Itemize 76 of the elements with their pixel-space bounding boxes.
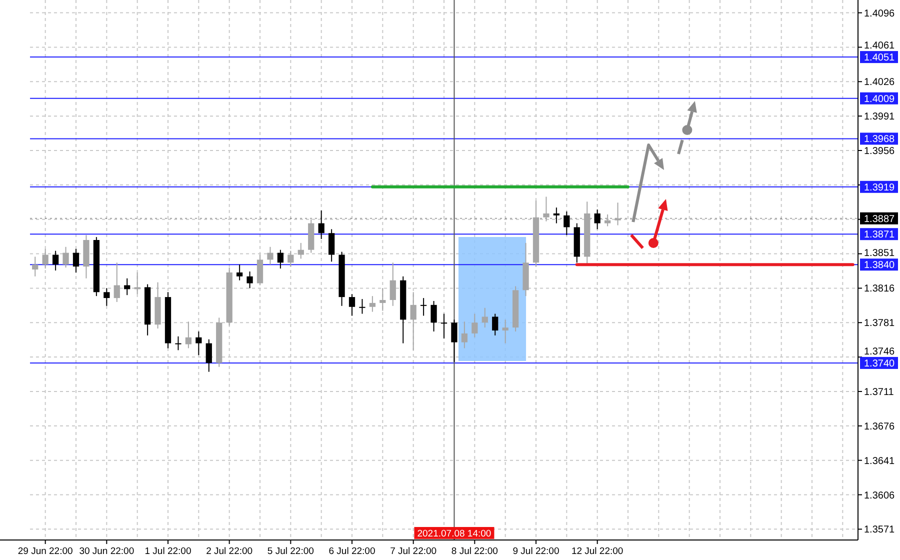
y-tick-label: 1.3956 [864,146,896,158]
candlestick [461,321,468,349]
y-tick-label: 1.3781 [864,318,896,330]
y-tick-label: 1.4026 [864,77,896,88]
candlestick [104,288,110,306]
y-tick-label: 1.3676 [864,421,896,432]
ref-line-label: 1.3887 [864,214,896,225]
candlestick [32,256,38,277]
candlestick [420,298,427,316]
candlestick [52,250,59,271]
x-tick-label: 8 Jul 22:00 [451,546,498,557]
candlestick [288,250,294,268]
candlestick [390,262,396,306]
ref-line-label: 1.4051 [864,52,896,64]
candlestick [440,313,448,339]
x-tick-label: 30 Jun 22:00 [79,546,134,557]
candlestick [72,248,80,273]
ref-line-label: 1.3919 [864,182,896,194]
candlestick [298,242,304,260]
x-tick-label: 2021.07.08 14:00 [417,528,492,540]
ref-line-label: 1.3740 [864,358,896,370]
candlestick [267,246,274,266]
candlestick [114,262,120,302]
candlestick [348,294,356,316]
candlestick [594,209,600,230]
candlestick [42,248,48,270]
candlestick [614,202,621,226]
candlestick [236,264,243,281]
x-tick-label: 12 Jul 22:00 [571,546,624,557]
x-tick-label: 5 Jul 22:00 [267,546,314,557]
x-tick-label: 1 Jul 22:00 [144,546,192,557]
candlestick [482,307,488,328]
candlestick [318,210,324,240]
ref-line-label: 1.4009 [864,94,896,105]
y-tick-label: 1.3711 [864,386,894,398]
x-tick-label: 2 Jul 22:00 [206,546,253,557]
x-tick-label: 6 Jul 22:00 [328,546,376,557]
y-tick-label: 1.3641 [864,456,896,467]
y-tick-label: 1.3746 [864,346,896,358]
x-tick-label: 7 Jul 22:00 [390,546,437,557]
y-tick-label: 1.3851 [864,248,896,260]
candlestick [380,288,386,312]
ref-line-label: 1.3840 [864,260,896,272]
candlestick [256,254,264,286]
candlestick [277,249,284,270]
candlestick [472,313,478,338]
candlestick [175,336,182,351]
candlestick [328,228,335,262]
x-tick-label: 29 Jun 22:00 [18,546,73,557]
ref-line-label: 1.3968 [864,134,896,146]
y-tick-label: 1.3606 [864,490,896,502]
candlestick [553,207,560,224]
candlestick [543,196,550,222]
candlestick [359,298,366,314]
candlestick [369,296,376,312]
candlestick [185,321,192,349]
y-tick-label: 1.3991 [864,112,896,123]
x-tick-label: 9 Jul 22:00 [512,546,560,557]
y-tick-label: 1.3571 [864,524,896,536]
y-tick-label: 1.3816 [864,284,896,295]
candlestick [134,272,140,295]
candlestick [451,319,458,362]
candlestick [62,246,69,268]
candlestick [246,270,253,289]
ref-line-label: 1.3871 [864,230,896,241]
candlestick [430,300,437,332]
candlestick [604,214,611,227]
candlestick [492,313,498,336]
candlestick [206,338,212,372]
y-tick-label: 1.4061 [864,40,896,52]
y-tick-label: 1.4096 [864,8,896,20]
candlestick [124,278,130,296]
candlestick [196,330,202,356]
candlestick [410,292,416,351]
candlestick [564,210,570,236]
candlestick [502,319,508,344]
